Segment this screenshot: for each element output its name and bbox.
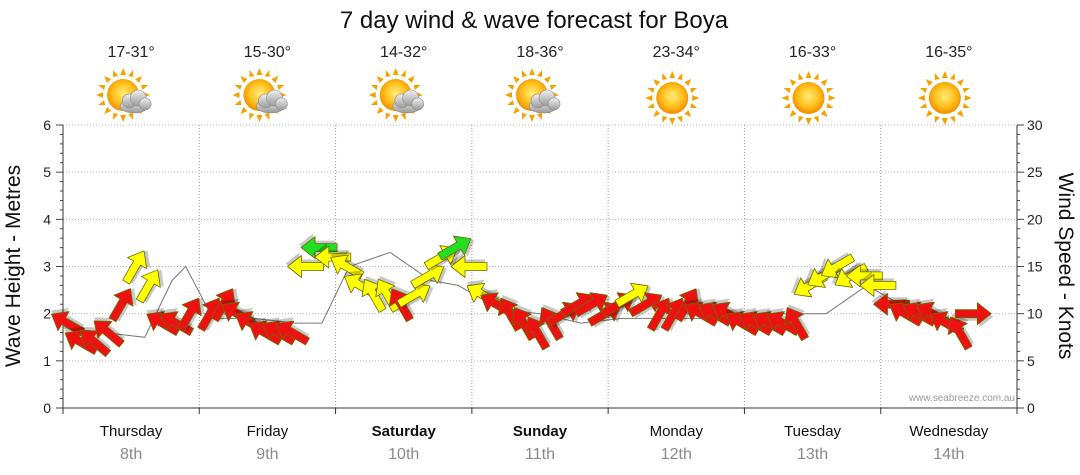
partly-cloudy-icon xyxy=(232,68,287,122)
y-tick-label-right: 30 xyxy=(1027,117,1043,133)
day-temp-range: 16-35° xyxy=(925,44,972,61)
x-day-name: Friday xyxy=(247,423,289,440)
wind-arrow xyxy=(80,326,112,358)
x-day-name: Saturday xyxy=(372,423,437,440)
y-tick-label-right: 15 xyxy=(1027,259,1043,275)
chart-grid xyxy=(63,124,1017,408)
wind-arrow xyxy=(93,317,125,348)
wind-arrow xyxy=(51,307,85,336)
wind-arrow xyxy=(176,297,205,332)
wave-height-line xyxy=(62,251,950,338)
wind-arrow xyxy=(437,235,475,262)
wind-arrow xyxy=(857,271,897,297)
y-axis-right-label: Wind Speed - Knots xyxy=(1054,173,1077,360)
x-day-date: 11th xyxy=(525,446,555,463)
sunny-icon xyxy=(917,71,972,125)
y-axis-left-label: Wave Height - Metres xyxy=(2,165,25,367)
x-day-name: Sunday xyxy=(513,423,568,440)
y-tick-label-left: 5 xyxy=(43,164,51,180)
y-tick-label-left: 0 xyxy=(43,400,51,416)
wind-arrow xyxy=(449,252,488,278)
wind-arrow xyxy=(525,313,552,351)
sunny-icon xyxy=(645,71,700,125)
wave-height-series xyxy=(62,251,950,338)
wind-arrow xyxy=(947,313,974,351)
y-tick-label-left: 1 xyxy=(43,353,51,369)
x-day-name: Wednesday xyxy=(909,423,988,440)
x-day-name: Monday xyxy=(650,423,704,440)
y-tick-label-right: 25 xyxy=(1027,164,1043,180)
wind-arrow xyxy=(954,302,994,328)
day-temp-range: 18-36° xyxy=(516,44,563,61)
wind-arrow xyxy=(108,288,137,323)
y-tick-label-left: 3 xyxy=(43,259,51,275)
partly-cloudy-icon xyxy=(369,68,424,122)
y-tick-label-left: 2 xyxy=(43,306,51,322)
x-day-date: 9th xyxy=(256,446,278,463)
x-day-name: Tuesday xyxy=(784,423,841,440)
day-temp-range: 16-33° xyxy=(789,44,836,61)
wind-arrow xyxy=(784,304,811,342)
sunny-icon xyxy=(781,71,836,125)
x-day-date: 10th xyxy=(388,446,419,463)
y-tick-label-right: 0 xyxy=(1027,400,1035,416)
y-tick-label-left: 6 xyxy=(43,117,51,133)
day-temp-range: 23-34° xyxy=(653,44,700,61)
x-day-date: 13th xyxy=(797,446,828,463)
chart-axes: 0 1 2 3 4 5 6 0 5 10 15 20 25 30 Thursday 8th Friday 9th S… xyxy=(43,117,1043,463)
day-temp-range: 17-31° xyxy=(107,44,154,61)
y-tick-label-right: 5 xyxy=(1027,353,1035,369)
wind-arrow xyxy=(330,251,365,280)
wind-arrow xyxy=(361,275,388,313)
wind-arrow xyxy=(122,250,151,285)
day-temp-range: 15-30° xyxy=(244,44,291,61)
wind-arrow xyxy=(818,252,855,279)
watermark: www.seabreeze.com.au xyxy=(908,393,1015,404)
wind-arrow xyxy=(285,252,324,278)
y-tick-label-left: 4 xyxy=(43,211,51,227)
wind-arrow xyxy=(844,261,883,288)
x-day-name: Thursday xyxy=(100,423,163,440)
y-tick-label-right: 20 xyxy=(1027,211,1043,227)
partly-cloudy-icon xyxy=(96,68,151,122)
y-tick-label-right: 10 xyxy=(1027,306,1043,322)
wind-arrow xyxy=(275,317,310,346)
x-day-date: 8th xyxy=(120,446,142,463)
daily-weather: 17-31° 15-30° 14-32° 18-36° 23-34° 16-33° 16-3… xyxy=(96,44,973,125)
wind-series xyxy=(51,233,994,358)
partly-cloudy-icon xyxy=(505,68,560,122)
x-day-date: 14th xyxy=(933,446,964,463)
x-day-date: 12th xyxy=(661,446,692,463)
chart-title: 7 day wind & wave forecast for Boya xyxy=(340,7,729,34)
wind-arrow xyxy=(135,269,164,304)
wind-arrow xyxy=(299,233,338,260)
day-temp-range: 14-32° xyxy=(380,44,427,61)
